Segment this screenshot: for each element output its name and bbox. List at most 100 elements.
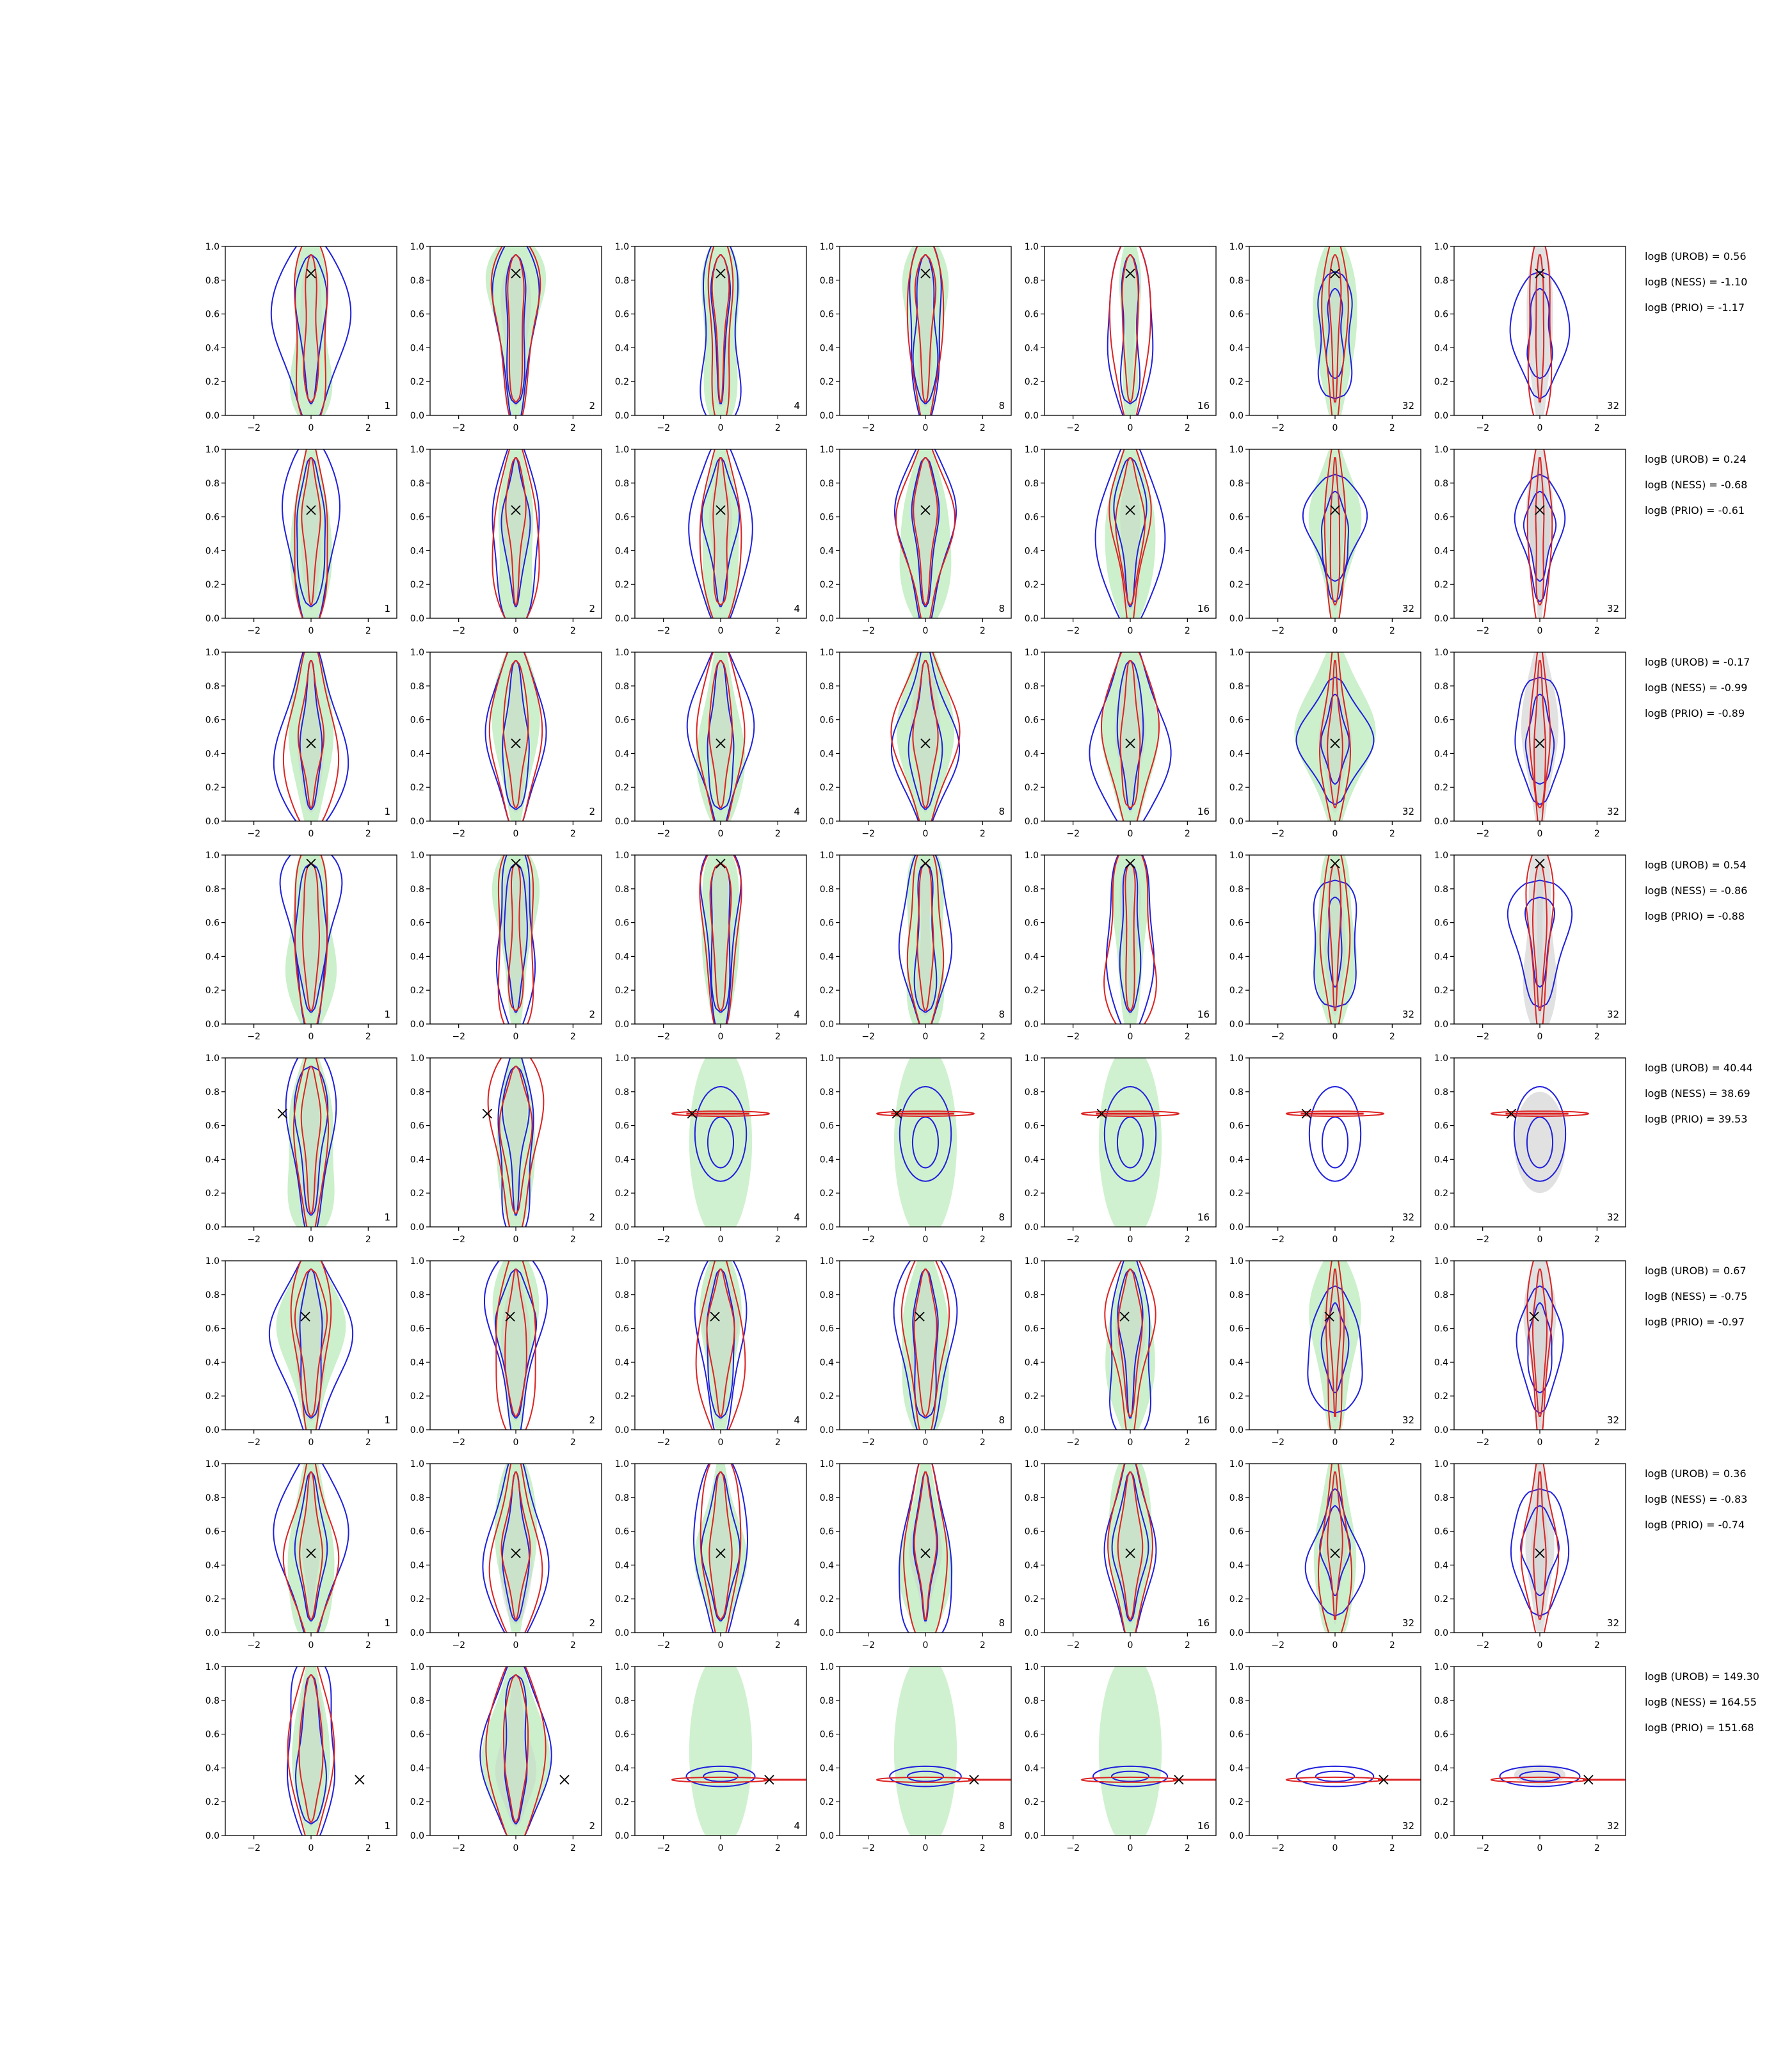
x-tick-label: 2 [1594,1235,1600,1245]
y-tick-label: 0.2 [410,783,424,793]
red-contour-outer [488,1464,543,1633]
panel-sample-label: 8 [998,1414,1005,1426]
density-fill [1119,246,1142,415]
x-tick-label: 0 [718,1235,724,1245]
y-tick-label: 1.0 [615,1256,629,1267]
red-contour-outer [700,1464,742,1633]
y-tick-label: 0.8 [205,479,220,489]
y-tick-label: 0.8 [1434,682,1448,692]
y-tick-label: 0.2 [410,377,424,387]
y-tick-label: 1.0 [1434,445,1448,455]
blue-contour-outer [889,1765,962,1788]
panel-r1-c7: −2 0 2 0.0 0.2 0.4 0.6 0.8 1.0 32 [1434,242,1626,433]
blue-contour-inner [1321,1116,1349,1169]
x-tick-label: 2 [1594,1640,1600,1651]
bayes-factor-text: logB (NESS) = -0.86 [1645,884,1748,897]
panel-sample-label: 16 [1197,400,1210,412]
x-tick-label: 0 [513,626,519,636]
y-tick-label: 0.8 [820,1087,834,1098]
blue-contour-inner [703,1770,739,1782]
y-tick-label: 0.4 [205,1560,220,1571]
panel-r8-c4: −2 0 2 0.0 0.2 0.4 0.6 0.8 1.0 8 [820,1662,1012,1853]
red-contour-inner [913,1471,938,1620]
y-tick-label: 1.0 [820,648,834,658]
y-tick-label: 0.2 [205,1594,220,1604]
true-value-marker [306,505,316,515]
panel-sample-label: 1 [384,603,390,614]
y-tick-label: 1.0 [410,445,424,455]
y-tick-label: 0.4 [205,1155,220,1165]
y-tick-label: 0.0 [205,1425,220,1436]
red-contour-outer [1318,652,1352,821]
panel-r8-c2: −2 0 2 0.0 0.2 0.4 0.6 0.8 1.0 2 [410,1662,602,1853]
blue-contour-inner [907,1770,944,1782]
x-tick-label: 2 [1185,1640,1190,1651]
x-tick-label: 2 [570,1843,576,1853]
y-tick-label: 0.4 [1434,749,1448,759]
y-tick-label: 1.0 [1434,1459,1448,1469]
panel-r1-c4: −2 0 2 0.0 0.2 0.4 0.6 0.8 1.0 8 [820,242,1012,433]
x-tick-label: −2 [247,1032,260,1042]
y-tick-label: 0.4 [820,749,834,759]
y-tick-label: 0.6 [820,1730,834,1740]
true-value-marker [559,1775,570,1785]
x-tick-label: 2 [1185,1235,1190,1245]
panel-sample-label: 32 [1607,1820,1619,1832]
y-tick-label: 0.8 [205,682,220,692]
blue-contour-inner [1523,491,1557,582]
x-tick-label: −2 [452,1235,465,1245]
x-tick-label: −2 [657,1032,670,1042]
y-tick-label: 0.8 [1025,1290,1039,1300]
y-tick-label: 1.0 [820,1256,834,1267]
panel-sample-label: 4 [794,1617,800,1629]
y-tick-label: 0.6 [205,513,220,523]
density-core [495,1675,537,1827]
x-tick-label: −2 [1476,1437,1489,1448]
panel-sample-label: 32 [1607,1414,1619,1426]
y-tick-label: 0.2 [410,1594,424,1604]
y-tick-label: 0.6 [820,1121,834,1132]
y-tick-label: 0.6 [615,310,629,320]
y-tick-label: 0.6 [1434,513,1448,523]
true-value-marker [1535,505,1545,515]
y-tick-label: 0.8 [205,1696,220,1706]
panel-sample-label: 16 [1197,1617,1210,1629]
y-tick-label: 0.0 [820,1020,834,1030]
density-core [1323,1472,1347,1624]
y-tick-label: 0.6 [1025,310,1039,320]
density-fill [1313,246,1357,415]
x-tick-label: 2 [775,626,781,636]
x-tick-label: 0 [923,1843,929,1853]
red-contour-inner [1121,254,1139,403]
y-tick-label: 0.4 [615,546,629,556]
density-fill [1294,652,1376,821]
row-5: −2 0 2 0.0 0.2 0.4 0.6 0.8 1.0 1 −2 0 2 0.0 0.2 0.4 0.6 0… [205,1053,1626,1245]
y-tick-label: 0.6 [1434,310,1448,320]
x-tick-label: 0 [1128,1640,1133,1651]
x-tick-label: 2 [1185,1032,1190,1042]
density-core [701,1269,740,1421]
x-tick-label: −2 [1066,1640,1080,1651]
y-tick-label: 0.2 [205,1797,220,1807]
x-tick-label: 0 [718,1640,724,1651]
red-contour-inner [706,1268,735,1417]
red-contour-outer [1321,246,1349,415]
y-tick-label: 1.0 [820,851,834,861]
y-tick-label: 0.0 [410,1222,424,1233]
x-tick-label: −2 [861,626,875,636]
panel-r5-c7: −2 0 2 0.0 0.2 0.4 0.6 0.8 1.0 32 [1434,1053,1626,1245]
panel-r1-c5: −2 0 2 0.0 0.2 0.4 0.6 0.8 1.0 16 [1025,242,1217,433]
x-tick-label: −2 [657,1640,670,1651]
blue-contour-outer [1295,676,1375,805]
y-tick-label: 0.4 [820,343,834,353]
x-tick-label: −2 [657,829,670,839]
panel-r6-c4: −2 0 2 0.0 0.2 0.4 0.6 0.8 1.0 8 [820,1256,1012,1448]
y-tick-label: 0.4 [1025,546,1039,556]
y-tick-label: 0.4 [1025,1763,1039,1773]
red-contour-outer [290,1261,332,1430]
bayes-factor-text: logB (UROB) = 149.30 [1645,1670,1759,1683]
x-tick-label: 0 [513,1437,519,1448]
true-value-marker [1379,1775,1389,1785]
y-tick-label: 0.6 [1434,1324,1448,1334]
blue-contour-inner [1320,1302,1350,1393]
